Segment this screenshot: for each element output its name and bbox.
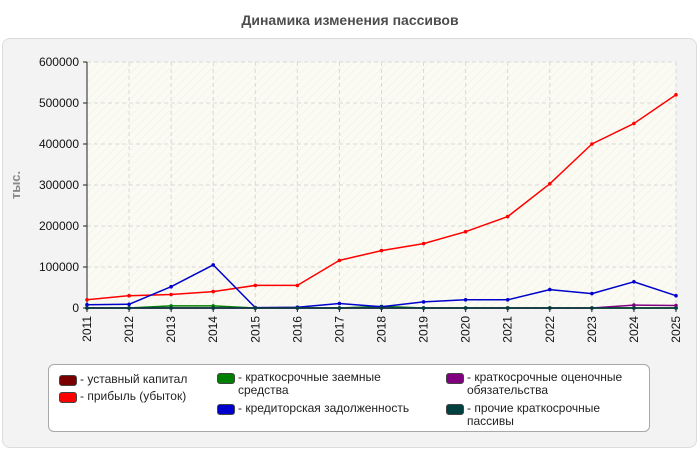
data-point xyxy=(337,306,342,310)
data-point xyxy=(85,302,89,307)
legend-item-pribyl: - прибыль (убыток) xyxy=(59,390,229,403)
data-point xyxy=(632,306,636,310)
legend-swatch xyxy=(59,375,77,386)
legend-swatch xyxy=(446,373,464,384)
x-tick-label: 2012 xyxy=(122,316,136,343)
data-point xyxy=(127,306,131,310)
data-point xyxy=(421,300,426,304)
data-point xyxy=(337,301,342,306)
series-layer xyxy=(85,93,678,310)
data-point xyxy=(295,283,300,288)
legend-label: - краткосрочные заемные средства xyxy=(238,370,381,397)
data-point xyxy=(674,93,678,97)
grid-lines xyxy=(83,61,677,312)
x-tick-label: 2023 xyxy=(585,316,599,343)
data-point xyxy=(590,291,594,296)
data-point xyxy=(674,293,678,298)
data-point xyxy=(548,287,552,292)
data-point xyxy=(632,280,636,284)
x-tick-label: 2015 xyxy=(248,316,262,343)
chart-title: Динамика изменения пассивов xyxy=(241,12,459,28)
x-tick-label: 2025 xyxy=(669,316,683,343)
data-point xyxy=(211,306,215,310)
data-point xyxy=(169,306,173,310)
data-point xyxy=(463,229,468,234)
data-point xyxy=(463,298,468,302)
y-tick-label: 500000 xyxy=(39,96,79,110)
data-point xyxy=(590,142,594,146)
data-point xyxy=(421,241,426,246)
data-point xyxy=(169,284,173,289)
y-axis-label: тыс. xyxy=(8,171,23,199)
data-point xyxy=(632,303,636,307)
x-tick-label: 2021 xyxy=(501,316,515,343)
legend-swatch xyxy=(446,404,464,415)
data-point xyxy=(295,306,300,310)
data-point xyxy=(421,306,426,310)
y-tick-label: 100000 xyxy=(39,260,79,274)
data-point xyxy=(253,283,258,288)
x-tick-label: 2024 xyxy=(627,316,641,343)
data-point xyxy=(253,306,258,310)
legend-label: - прибыль (убыток) xyxy=(80,389,187,403)
data-point xyxy=(127,293,131,298)
legend-item-ustavny-kapital: - уставный капитал xyxy=(59,373,229,386)
data-point xyxy=(85,298,89,302)
data-point xyxy=(127,302,131,307)
y-tick-label: 300000 xyxy=(39,178,79,192)
legend-swatch xyxy=(217,404,235,415)
x-tick-label: 2022 xyxy=(543,316,557,343)
data-point xyxy=(590,306,594,310)
data-point xyxy=(632,121,636,126)
x-tick-label: 2020 xyxy=(459,316,473,343)
legend-item-kratk-zaemnye: - краткосрочные заемные средства xyxy=(217,371,422,397)
data-point xyxy=(505,298,510,302)
legend-label: - краткосрочные оценочные обязательства xyxy=(467,370,623,397)
x-tick-label: 2014 xyxy=(206,316,220,343)
data-point xyxy=(548,182,552,186)
data-point xyxy=(379,306,384,310)
data-point xyxy=(211,263,215,267)
x-tick-label: 2018 xyxy=(375,316,389,343)
data-point xyxy=(674,306,678,310)
data-point xyxy=(505,306,510,310)
x-tick-labels: 2011 2012 2013 2014 2015 2016 2017 2018 2019 2020… xyxy=(80,316,683,343)
x-tick-label: 2011 xyxy=(80,316,94,342)
legend-swatch xyxy=(217,373,235,384)
legend-item-otsenochnye: - краткосрочные оценочные обязательства xyxy=(446,371,646,397)
data-point xyxy=(505,214,510,219)
data-point xyxy=(674,303,678,308)
y-tick-labels: 0 100000 200000 300000 400000 500000 600000 xyxy=(39,55,79,315)
y-tick-label: 0 xyxy=(72,301,79,315)
legend-item-prochie: - прочие краткосрочные пассивы xyxy=(446,402,631,428)
x-tick-label: 2017 xyxy=(332,316,346,343)
x-tick-label: 2013 xyxy=(164,316,178,343)
data-point xyxy=(169,292,173,297)
data-point xyxy=(379,248,384,253)
legend-label: - кредиторская задолженность xyxy=(238,401,410,415)
data-point xyxy=(211,289,215,294)
legend-label: - уставный капитал xyxy=(80,372,188,386)
data-point xyxy=(85,306,89,310)
x-tick-label: 2016 xyxy=(290,316,304,343)
legend-label: - прочие краткосрочные пассивы xyxy=(467,401,601,428)
y-tick-label: 600000 xyxy=(39,55,79,69)
y-tick-label: 400000 xyxy=(39,137,79,151)
data-point xyxy=(463,306,468,310)
data-point xyxy=(548,306,552,310)
legend-item-kreditorskaya: - кредиторская задолженность xyxy=(217,402,447,415)
data-point xyxy=(337,258,342,263)
x-tick-label: 2019 xyxy=(417,316,431,343)
legend-swatch xyxy=(59,392,77,403)
legend: - уставный капитал - прибыль (убыток) - … xyxy=(48,364,650,432)
y-tick-label: 200000 xyxy=(39,219,79,233)
